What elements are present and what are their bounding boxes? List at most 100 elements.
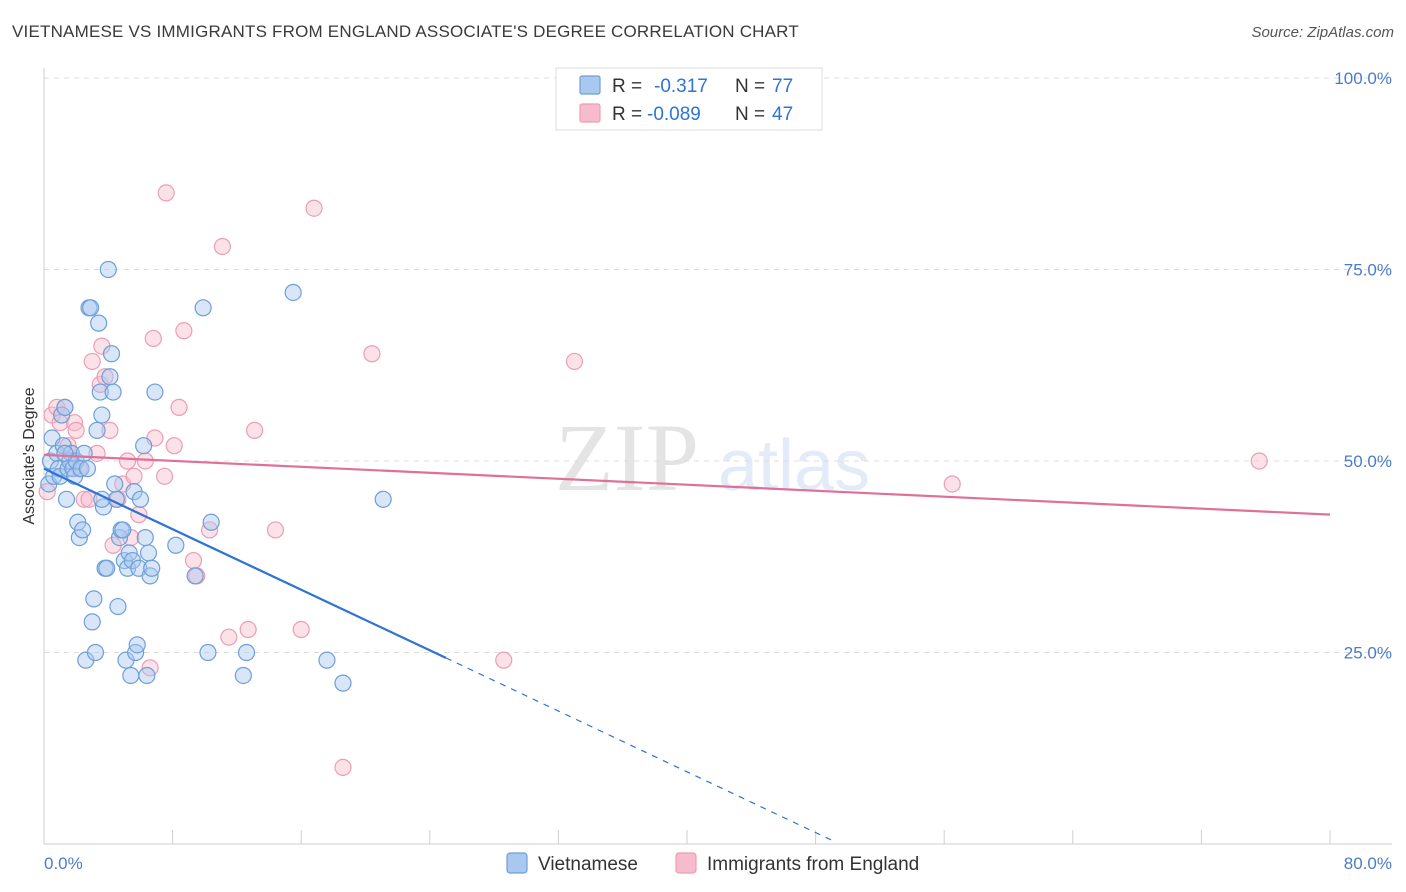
data-point [56, 398, 74, 416]
data-point [118, 452, 137, 470]
data-point [199, 643, 217, 662]
data-point [202, 513, 220, 531]
data-point [90, 314, 108, 332]
data-point [165, 437, 183, 455]
data-point [155, 467, 174, 485]
data-point [138, 666, 156, 685]
stats-legend: R = -0.317 N = 77 R = -0.089 N = 47 [555, 67, 823, 131]
legend-r-label-vietnamese: R = [612, 76, 642, 97]
data-point [91, 383, 109, 401]
data-point [495, 651, 513, 669]
y-tick-labels: 25.0% 50.0% 75.0% 100.0% [1334, 69, 1392, 663]
data-point [135, 437, 153, 455]
data-point [101, 368, 119, 386]
trendline-england [43, 453, 1331, 516]
data-point [128, 636, 146, 654]
legend-n-label-england: N = [735, 104, 765, 125]
data-point [136, 528, 154, 547]
data-point [167, 536, 185, 554]
data-point [266, 521, 285, 539]
data-point [143, 559, 161, 577]
data-point [131, 490, 150, 508]
legend-r-label-england: R = [612, 104, 642, 125]
trend-lines [43, 453, 1331, 841]
legend-swatch-england [579, 103, 601, 123]
data-point [83, 613, 101, 631]
data-point [186, 567, 204, 585]
data-point [78, 460, 97, 478]
gridlines [44, 77, 1392, 653]
data-point [237, 643, 256, 662]
data-point [109, 597, 127, 616]
watermark-zip: ZIP [555, 404, 699, 511]
vietnamese-series [40, 260, 392, 692]
data-point [239, 620, 257, 639]
data-point [144, 329, 162, 348]
data-point [170, 398, 188, 416]
y-tick-label: 25.0% [1344, 644, 1392, 663]
bottom-legend-swatch-england [675, 852, 697, 874]
watermark: ZIP atlas [555, 404, 870, 511]
data-point [305, 199, 323, 217]
data-point [82, 299, 100, 317]
legend-r-value-vietnamese: -0.317 [654, 76, 708, 97]
data-point [122, 666, 140, 685]
chart-source: Source: ZipAtlas.com [1251, 24, 1394, 41]
data-point [67, 421, 85, 439]
data-point [374, 490, 392, 508]
data-point [73, 521, 92, 539]
legend-swatch-vietnamese [579, 75, 601, 95]
data-point [98, 559, 116, 577]
data-point [75, 444, 93, 462]
bottom-legend-label-england: Immigrants from England [707, 854, 919, 875]
data-point [101, 421, 119, 439]
y-tick-label: 75.0% [1344, 261, 1392, 280]
data-point [136, 452, 154, 470]
x-tick-label-max: 80.0% [1344, 854, 1392, 873]
data-point [213, 237, 232, 256]
data-point [99, 260, 117, 279]
legend-r-value-england: -0.089 [647, 104, 701, 125]
bottom-legend-swatch-vietnamese [506, 852, 528, 874]
data-point [88, 421, 106, 439]
data-point [86, 643, 105, 662]
data-point [75, 490, 93, 508]
data-point [318, 651, 336, 669]
data-point [1250, 452, 1268, 470]
data-point [130, 506, 148, 524]
trendline-vietnamese [43, 467, 447, 659]
data-point [334, 674, 352, 692]
data-point [220, 628, 238, 646]
y-axis-title: Associate's Degree [21, 387, 38, 524]
data-point [334, 758, 352, 777]
watermark-atlas: atlas [718, 426, 870, 506]
y-tick-label: 100.0% [1334, 69, 1392, 88]
data-point [139, 544, 158, 562]
trendline-vietnamese-extension [445, 657, 832, 841]
data-point [125, 467, 143, 485]
data-point [114, 521, 132, 539]
legend-n-value-vietnamese: 77 [772, 76, 793, 97]
data-point [234, 666, 252, 685]
data-point [96, 368, 114, 386]
data-point [363, 345, 381, 363]
bottom-legend-label-vietnamese: Vietnamese [538, 854, 638, 875]
data-point [57, 490, 76, 508]
data-point [284, 283, 302, 302]
data-point [245, 421, 264, 439]
data-point [102, 345, 121, 363]
data-point [194, 299, 212, 317]
data-point [943, 475, 961, 493]
data-point [292, 620, 310, 639]
data-point [93, 406, 111, 424]
legend-n-label-vietnamese: N = [735, 76, 765, 97]
data-point [83, 352, 101, 371]
data-point [157, 184, 175, 202]
legend-n-value-england: 47 [772, 104, 793, 125]
y-tick-label: 50.0% [1344, 452, 1392, 471]
data-point [175, 322, 193, 340]
data-point [85, 590, 103, 608]
data-point [184, 551, 203, 570]
chart-title: VIETNAMESE VS IMMIGRANTS FROM ENGLAND AS… [12, 22, 799, 41]
